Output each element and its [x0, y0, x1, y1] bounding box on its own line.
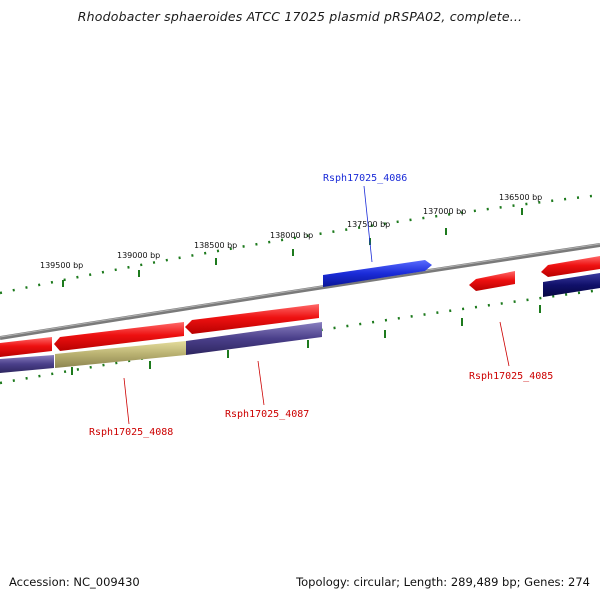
backbone-track: [0, 243, 600, 340]
tick-label: 136500 bp: [499, 193, 542, 202]
gene-left-red-segment[interactable]: [0, 337, 52, 357]
label-leaders: [123, 185, 510, 425]
gene-4087-arrow[interactable]: [185, 304, 319, 334]
tick-label: 139000 bp: [117, 251, 160, 260]
tick-label: 138000 bp: [270, 231, 313, 240]
gene-4088-arrow[interactable]: [54, 322, 184, 351]
gene-label-4088[interactable]: Rsph17025_4088: [89, 427, 173, 438]
genome-summary-text: Topology: circular; Length: 289,489 bp; …: [296, 575, 590, 589]
gene-label-4087[interactable]: Rsph17025_4087: [225, 409, 309, 420]
gene-navy-right[interactable]: [543, 273, 600, 297]
inner-major-ticks: [71, 305, 541, 375]
backbone-highlight: [0, 243, 600, 338]
gene-label-4085[interactable]: Rsph17025_4085: [469, 371, 553, 382]
tick-label: 138500 bp: [194, 241, 237, 250]
gene-purple-segment[interactable]: [186, 322, 322, 355]
map-title: Rhodobacter sphaeroides ATCC 17025 plasm…: [77, 9, 523, 24]
tick-label: 137500 bp: [347, 220, 390, 229]
gene-left-purple[interactable]: [0, 355, 54, 373]
gene-right-forward[interactable]: [541, 256, 600, 277]
tick-label: 139500 bp: [40, 261, 83, 270]
gene-4085-arrow[interactable]: [469, 271, 515, 291]
gene-olive-segment[interactable]: [55, 341, 186, 368]
gene-highlight-4086[interactable]: [323, 260, 432, 287]
outer-major-ticks: [62, 208, 523, 287]
gene-label-4086[interactable]: Rsph17025_4086: [323, 173, 407, 184]
tick-label: 137000 bp: [423, 207, 466, 216]
ruler-labels: 139500 bp 139000 bp 138500 bp 138000 bp …: [40, 193, 542, 270]
accession-text: Accession: NC_009430: [9, 575, 140, 589]
